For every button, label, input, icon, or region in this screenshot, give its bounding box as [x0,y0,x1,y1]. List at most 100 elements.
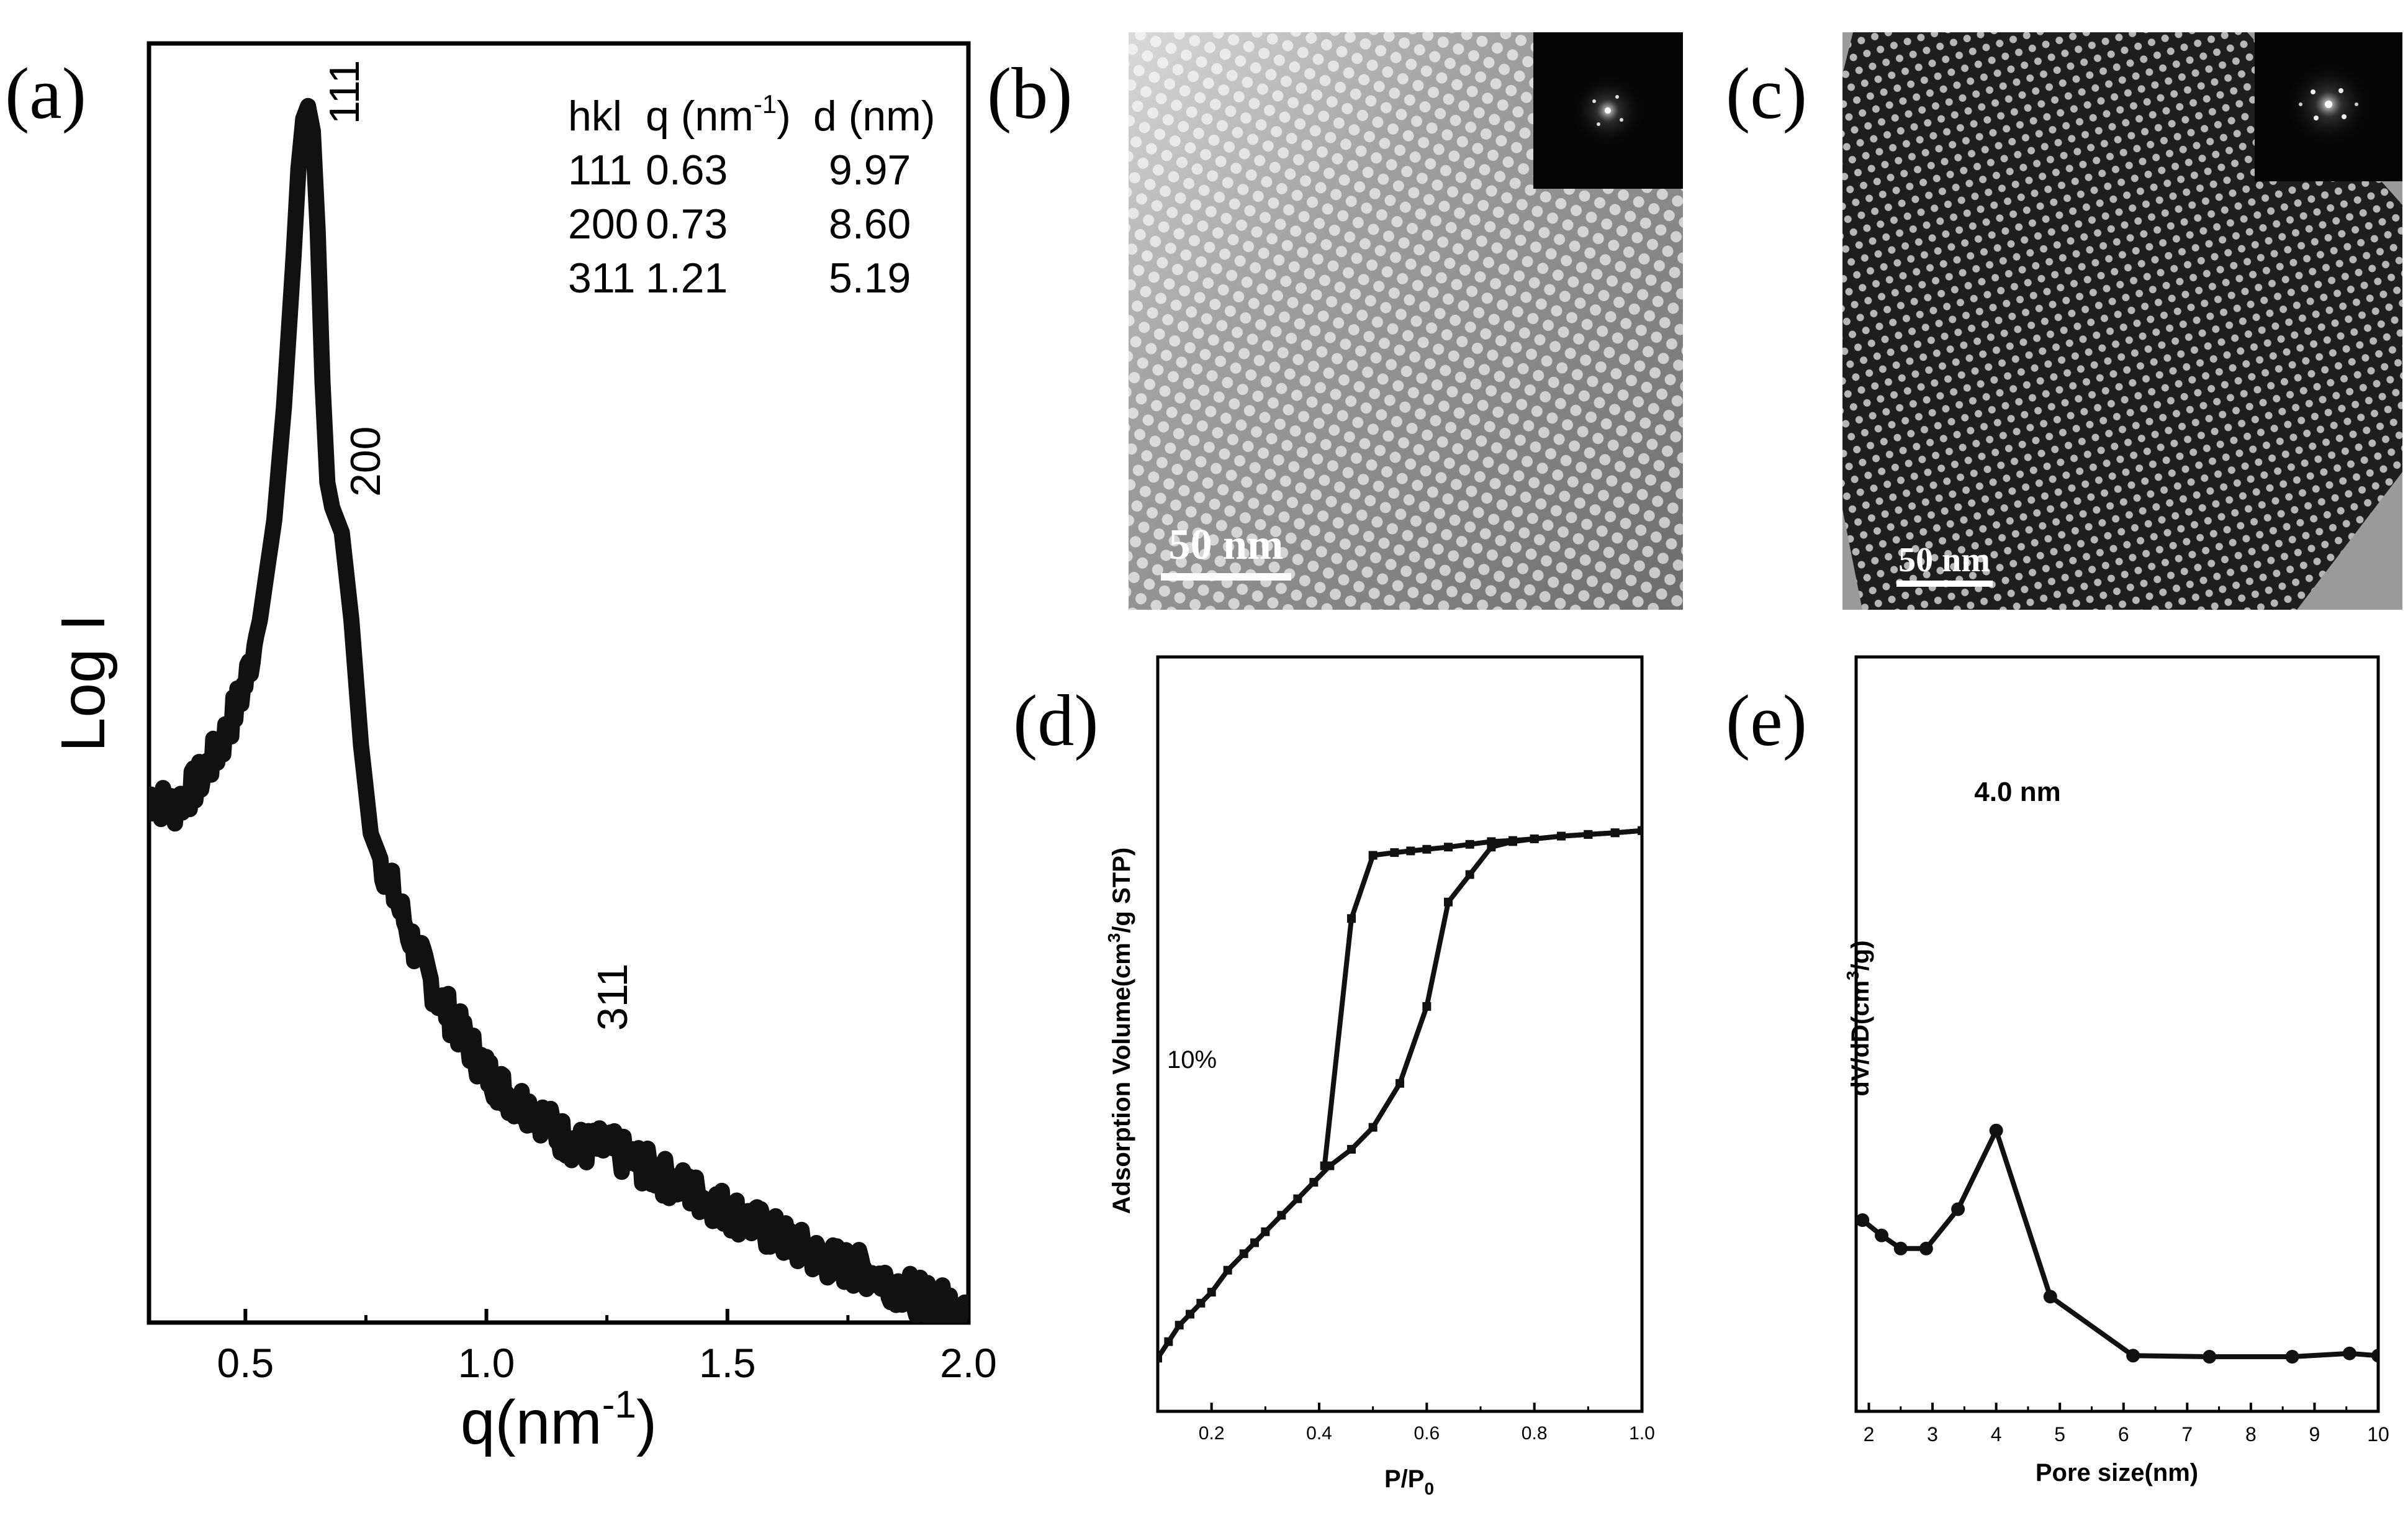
scale-label-b: 50 nm [1169,521,1284,569]
chart-d-xtick-label: 0.8 [1522,1423,1548,1444]
chart-d-point [1320,1161,1329,1170]
chart-d-point [1396,1079,1404,1088]
chart-e-xtick-label: 4 [1991,1423,2002,1445]
table-header-q: q (nm-1) [646,89,791,140]
chart-e-ylabel: dV/dD(cm3/g) [1843,940,1874,1096]
chart-e-point [2342,1346,2356,1360]
chart-d-point [1465,870,1474,879]
chart-a-ylabel: Log I [48,614,118,752]
chart-e-frame [1854,655,2380,1413]
table-cell: 5.19 [829,255,911,302]
chart-e-xtick-label: 9 [2309,1423,2320,1445]
chart-e-point [1989,1123,2003,1138]
chart-d-point [1277,1211,1286,1220]
chart-e-point [2371,1349,2378,1363]
chart-a-saxs-curve [149,97,968,1323]
chart-d-point [1406,846,1415,856]
table-cell: 0.63 [646,147,728,194]
chart-a-table: hkl q (nm-1) d (nm) 111 0.63 9.97 200 0.… [568,89,935,302]
chart-d-xtick-label: 0.2 [1199,1423,1225,1444]
chart-d-xtick-label: 0.4 [1306,1423,1332,1444]
chart-d-point [1487,837,1496,846]
chart-d-point [1368,851,1378,860]
chart-d-point [1465,839,1474,849]
chart-d-point [1508,836,1517,845]
chart-e-point [1893,1241,1908,1255]
chart-d-point [1557,831,1566,841]
chart-e-point [1856,1213,1870,1228]
chart-d-point [1309,1178,1319,1187]
chart-d-point [1239,1249,1248,1259]
panel-label-e: (e) [1726,680,1807,761]
chart-a-xlabel: q(nm-1) [461,1383,657,1457]
chart-d-adsorption-line [1158,828,1642,1360]
chart-a-xtick-label: 2.0 [940,1340,997,1386]
chart-e-point [1951,1202,1965,1216]
chart-e: 2 3 4 5 6 7 8 9 10 4.0 nm dV/dD(cm3/g) Pore size… [1843,655,2389,1486]
chart-d-point [1444,897,1453,907]
tem-image-c: 50 nm [1842,32,2402,610]
chart-a-peak-200: 200 [342,427,389,497]
chart-d-point [1196,1298,1206,1308]
chart-e-xlabel: Pore size(nm) [2036,1459,2198,1486]
chart-e-point [1919,1241,1933,1255]
scale-bar-c [1896,581,1993,587]
table-header-d: d (nm) [813,93,935,140]
chart-a-peak-311: 311 [589,964,636,1031]
chart-d-point [1422,844,1432,854]
table-cell: 0.73 [646,201,728,248]
chart-d-xlabel: P/P0 [1384,1465,1434,1498]
panel-label-b: (b) [987,53,1073,134]
chart-d-frame [1156,655,1644,1413]
chart-a-xtick-label: 1.5 [699,1340,756,1386]
chart-d-point [1293,1194,1302,1203]
chart-d-point [1390,848,1399,857]
chart-d-point [1186,1310,1194,1319]
chart-d-point [1347,914,1356,923]
scale-label-c: 50 nm [1898,541,1990,579]
chart-e-line [1860,1128,2378,1359]
table-cell: 1.21 [646,255,728,302]
chart-e-xtick-label: 6 [2118,1423,2129,1445]
chart-d-point [1347,1145,1356,1154]
panel-label-c: (c) [1726,53,1807,134]
table-header-hkl: hkl [568,93,622,140]
chart-a-xtick-label: 1.0 [458,1340,515,1386]
chart-d-point [1250,1238,1259,1247]
chart-e-point [2285,1350,2299,1364]
chart-a: 0.5 1.0 1.5 2.0 Log I q(nm-1) 111 200 311 h… [48,41,997,1457]
chart-d-point [1584,830,1593,839]
chart-d-desorption-line [1322,828,1642,1166]
chart-d-point [1368,1123,1378,1132]
chart-d-point [1164,1337,1173,1346]
chart-e-xtick-label: 3 [1927,1423,1938,1445]
chart-d-ylabel: Adsorption Volume(cm3/g STP) [1104,848,1135,1214]
chart-e-xtick-label: 8 [2245,1423,2257,1445]
chart-d-point [1638,826,1642,835]
chart-d-point [1223,1265,1232,1275]
chart-d-xtick-label: 0.6 [1414,1423,1440,1444]
chart-d-annotation: 10% [1167,1046,1217,1074]
chart-e-point [1875,1228,1889,1242]
chart-d-xtick-label: 1.0 [1629,1423,1655,1444]
chart-e-xtick-label: 7 [2181,1423,2193,1445]
chart-e-xtick-label: 2 [1864,1423,1875,1445]
chart-e-xtick-label: 5 [2054,1423,2065,1445]
chart-d-point [1175,1321,1184,1330]
table-cell: 200 [568,201,638,248]
tem-image-b: 50 nm [1129,32,1683,610]
table-cell: 311 [568,255,635,302]
table-cell: 8.60 [829,201,911,248]
chart-d-point [1261,1227,1270,1236]
chart-a-frame [147,41,971,1325]
chart-e-xtick-label: 10 [2367,1423,2389,1445]
chart-d: 0.2 0.4 0.6 0.8 1.0 10% Adsorption Volume(cm… [1104,655,1655,1498]
panel-label-d: (d) [1013,680,1099,761]
chart-d-point [1530,834,1539,843]
chart-e-point [2126,1349,2140,1363]
chart-d-point [1444,843,1453,852]
chart-a-xtick-label: 0.5 [217,1340,274,1386]
chart-e-point [2203,1350,2217,1364]
chart-e-peak-annotation: 4.0 nm [1974,777,2060,807]
